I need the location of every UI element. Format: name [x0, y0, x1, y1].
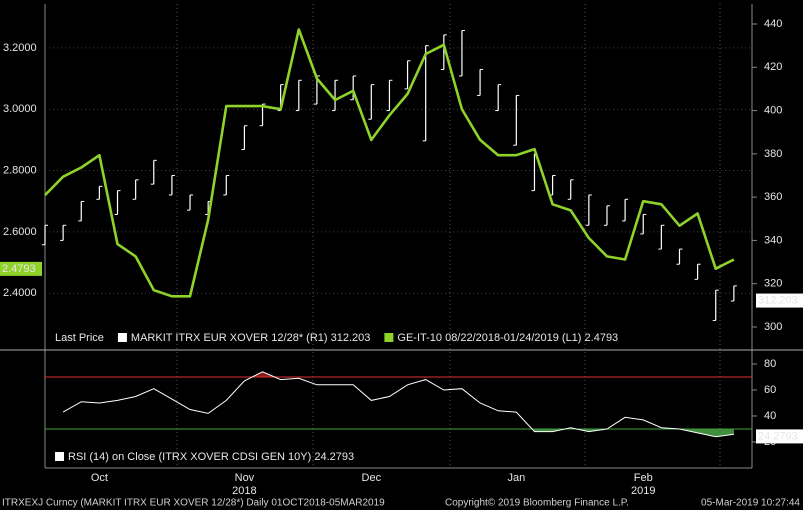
y-tick-label: 3.2000 — [3, 42, 37, 54]
x-tick-label: Feb — [634, 472, 653, 484]
legend-text: (L1) — [562, 332, 585, 344]
y-tick-label: 2.8000 — [3, 164, 37, 176]
y2-tick-label: 440 — [764, 18, 782, 30]
x-year-label: 2019 — [631, 485, 655, 497]
month-grid — [176, 4, 721, 468]
y-tick-label: 2.4000 — [3, 287, 37, 299]
last-value-box — [756, 293, 803, 308]
last-value-box — [756, 429, 803, 444]
y2-tick-label: 420 — [764, 61, 782, 73]
y-tick-label: 2.6000 — [3, 226, 37, 238]
last-value-label: 312.203 — [758, 294, 798, 306]
legend-text: (R1) — [306, 332, 330, 344]
last-value-label: 2.4793 — [2, 263, 36, 275]
series-line — [44, 28, 735, 298]
y2-tick-label: 360 — [764, 191, 782, 203]
y2-tick-label: 380 — [764, 148, 782, 160]
y2-tick-label: 340 — [764, 234, 782, 246]
legend-entry: RSI (14) on Close (ITRX XOVER CDSI GEN 1… — [68, 451, 354, 463]
x-tick-label: Dec — [362, 472, 382, 484]
last-value-box — [0, 261, 42, 276]
footer-left: ITRXEXJ Curncy (MARKIT ITRX EUR XOVER 12… — [2, 498, 385, 509]
y-tick-label: 80 — [764, 358, 776, 370]
x-tick-label: Nov — [235, 472, 255, 484]
legend-entry: MARKIT ITRX EUR XOVER 12/28* (R1) 312.20… — [131, 332, 370, 344]
footer-center: Copyright© 2019 Bloomberg Finance L.P. — [445, 498, 629, 509]
legend-text: GE-IT-10 08/22/2018-01/24/2019 — [397, 332, 562, 344]
legend-swatch — [117, 333, 127, 342]
legend-text: 24.2793 — [314, 451, 354, 463]
legend-swatch — [384, 333, 394, 342]
legend-text: RSI (14) on Close (ITRX XOVER CDSI GEN 1… — [68, 451, 314, 463]
y-tick-label: 60 — [764, 384, 776, 396]
legend-text: MARKIT ITRX EUR XOVER 12/28* — [131, 332, 306, 344]
legend-title: Last Price — [55, 332, 104, 344]
legend-text: 2.4793 — [585, 332, 619, 344]
footer-right: 05-Mar-2019 10:27:44 — [701, 498, 800, 509]
y2-tick-label: 300 — [764, 321, 782, 333]
x-tick-label: Jan — [507, 472, 525, 484]
rsi-line — [62, 371, 734, 438]
last-value-label: 24.2793 — [758, 430, 798, 442]
y2-tick-label: 320 — [764, 278, 782, 290]
legend-text: 312.203 — [331, 332, 371, 344]
x-tick-label: Oct — [91, 472, 108, 484]
x-year-label: 2018 — [232, 485, 256, 497]
y-tick-label: 3.0000 — [3, 103, 37, 115]
legend-entry: GE-IT-10 08/22/2018-01/24/2019 (L1) 2.47… — [397, 332, 618, 344]
y2-tick-label: 400 — [764, 104, 782, 116]
legend-swatch — [55, 452, 64, 461]
y-tick-label: 40 — [764, 410, 776, 422]
